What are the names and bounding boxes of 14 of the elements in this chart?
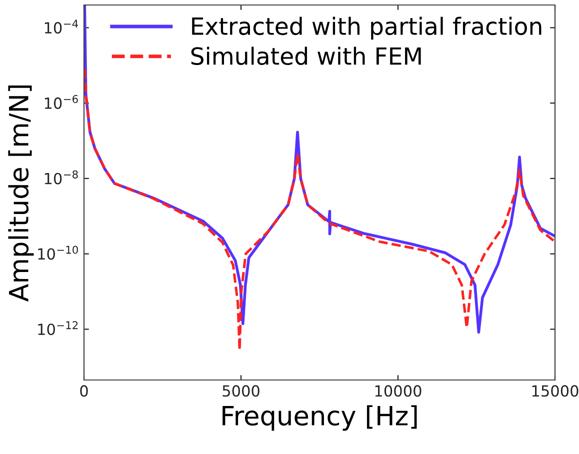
y-axis-title: Amplitude [m/N]: [8, 85, 34, 302]
y-tick-label: 10$^{−12}$: [38, 321, 78, 336]
legend-label: Extracted with partial fraction: [192, 16, 542, 40]
x-tick-label: 5000: [222, 385, 260, 397]
y-tick-label: 10$^{−4}$: [44, 20, 78, 34]
x-axis-title: Frequency [Hz]: [222, 405, 417, 431]
legend-label: Simulated with FEM: [191, 46, 421, 66]
y-tick-label: 10$^{−8}$: [44, 170, 78, 184]
x-tick-label: 10000: [375, 385, 422, 397]
line-series: [84, 68, 555, 352]
x-tick-label: 0: [80, 385, 88, 397]
y-tick-label: 10$^{−10}$: [38, 246, 78, 260]
y-tick-label: 10$^{−6}$: [44, 94, 78, 109]
x-tick-label: 15000: [532, 385, 578, 397]
